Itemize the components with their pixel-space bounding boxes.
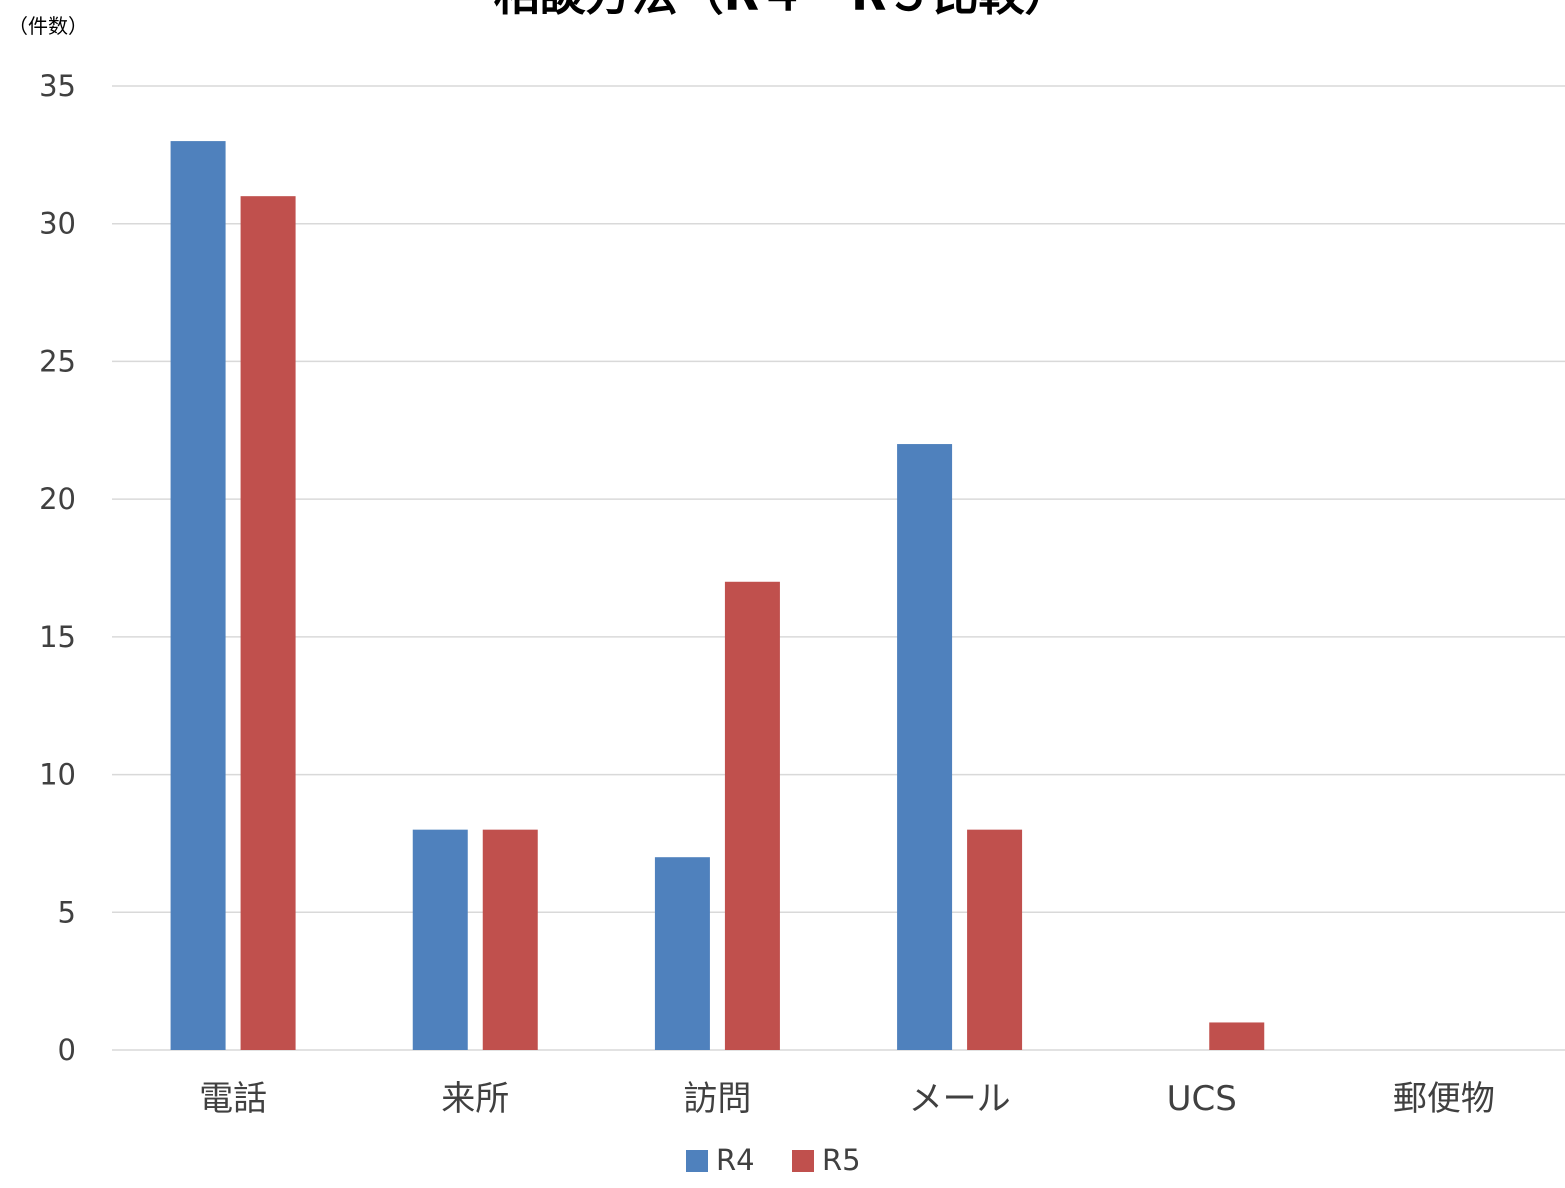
bar-r5-4 — [1209, 1022, 1265, 1050]
y-tick-labels: 0 5 10 15 20 25 30 35 — [39, 69, 76, 1067]
bars — [170, 141, 1265, 1051]
y-tick-label: 15 — [39, 620, 76, 654]
y-tick-label: 0 — [58, 1033, 76, 1067]
legend-label: R5 — [822, 1143, 861, 1177]
legend-item-r4: R4 — [686, 1143, 755, 1177]
gridlines — [112, 85, 1565, 1051]
legend-item-r5: R5 — [792, 1143, 861, 1177]
bar-r5-1 — [482, 829, 538, 1050]
category-label: メール — [909, 1079, 1011, 1119]
legend: R4 R5 — [686, 1143, 861, 1177]
category-label: 郵便物 — [1393, 1079, 1495, 1119]
y-tick-label: 5 — [58, 895, 76, 929]
category-label: 訪問 — [683, 1079, 751, 1119]
bar-r4-0 — [170, 141, 226, 1051]
category-label: UCS — [1167, 1079, 1237, 1119]
legend-swatch — [686, 1150, 708, 1172]
bar-r5-0 — [240, 196, 296, 1050]
chart-title: 相談方法（R４・R５比較） — [494, 0, 1071, 21]
y-tick-label: 30 — [39, 207, 76, 241]
y-tick-label: 10 — [39, 758, 76, 792]
bar-r4-3 — [897, 444, 953, 1050]
legend-label: R4 — [716, 1143, 755, 1177]
legend-swatch — [792, 1150, 814, 1172]
bar-r5-2 — [724, 581, 780, 1050]
bar-r5-3 — [967, 829, 1023, 1050]
category-label: 来所 — [441, 1079, 509, 1119]
category-labels: 電話 来所 訪問 メール UCS 郵便物 — [199, 1079, 1495, 1119]
y-unit-label: （件数） — [8, 14, 88, 38]
y-tick-label: 25 — [39, 344, 76, 378]
category-label: 電話 — [199, 1079, 267, 1119]
y-tick-label: 20 — [39, 482, 76, 516]
bar-r4-1 — [412, 829, 468, 1050]
y-tick-label: 35 — [39, 69, 76, 103]
bar-r4-2 — [654, 857, 710, 1050]
